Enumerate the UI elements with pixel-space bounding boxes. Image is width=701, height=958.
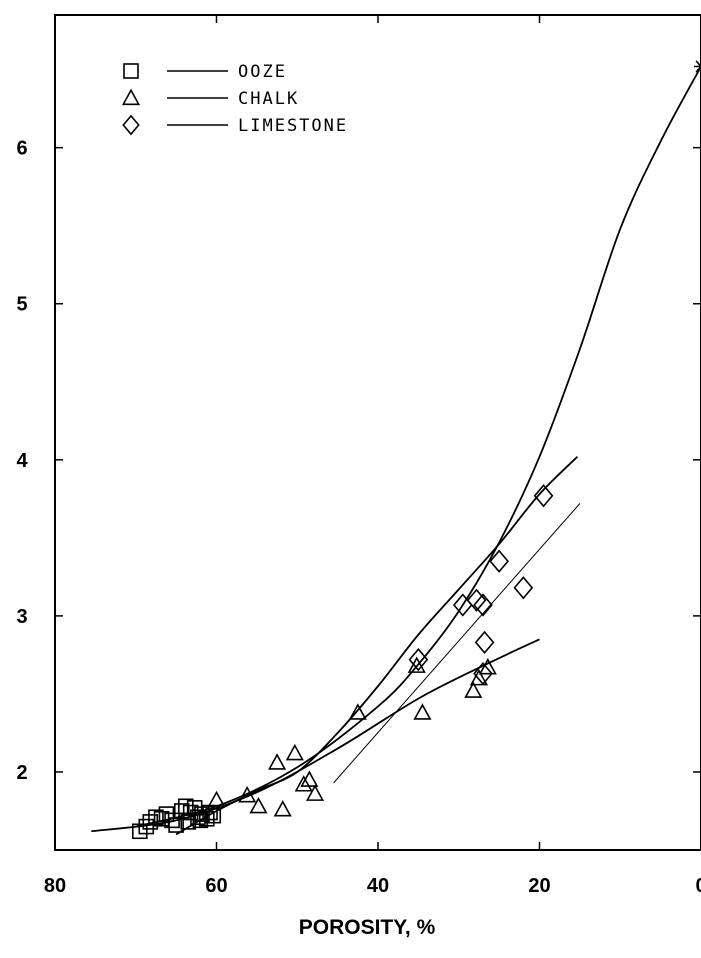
legend-label-ooze: OOZE xyxy=(238,62,287,82)
legend-label-chalk: CHALK xyxy=(238,89,299,109)
point-limestone xyxy=(515,577,533,598)
x-tick-label: 20 xyxy=(528,875,550,897)
trend-curve-4 xyxy=(334,504,580,783)
trend-curve-3 xyxy=(176,457,577,835)
x-tick-label: 60 xyxy=(205,875,227,897)
y-tick-label: 4 xyxy=(16,450,28,472)
plot-frame xyxy=(55,15,701,850)
legend-marker-chalk xyxy=(123,90,138,104)
y-tick-label: 5 xyxy=(16,294,27,316)
trend-curve-2 xyxy=(91,639,539,831)
legend-marker-ooze xyxy=(124,64,138,78)
point-chalk xyxy=(302,772,317,786)
legend-label-limestone: LIMESTONE xyxy=(238,116,348,136)
x-tick-label: 0 xyxy=(695,875,701,897)
legend-marker-limestone xyxy=(123,116,138,134)
point-limestone xyxy=(476,632,494,653)
point-chalk xyxy=(269,755,284,769)
x-axis-title: POROSITY, % xyxy=(299,916,436,939)
point-chalk xyxy=(275,802,290,816)
y-tick-label: 6 xyxy=(16,138,27,160)
point-asterisk xyxy=(694,60,701,74)
point-chalk xyxy=(251,799,266,813)
y-tick-label: 3 xyxy=(16,606,27,628)
points-layer xyxy=(133,60,701,839)
x-tick-label: 80 xyxy=(44,875,66,897)
x-tick-label: 40 xyxy=(367,875,389,897)
point-chalk xyxy=(415,705,430,719)
ticks-layer: 80 60 40 20 0 2 3 4 5 6 xyxy=(16,15,701,897)
curves-layer xyxy=(91,67,701,835)
legend: OOZE CHALK LIMESTONE xyxy=(123,62,348,136)
y-tick-label: 2 xyxy=(16,762,27,784)
point-chalk xyxy=(287,746,302,760)
